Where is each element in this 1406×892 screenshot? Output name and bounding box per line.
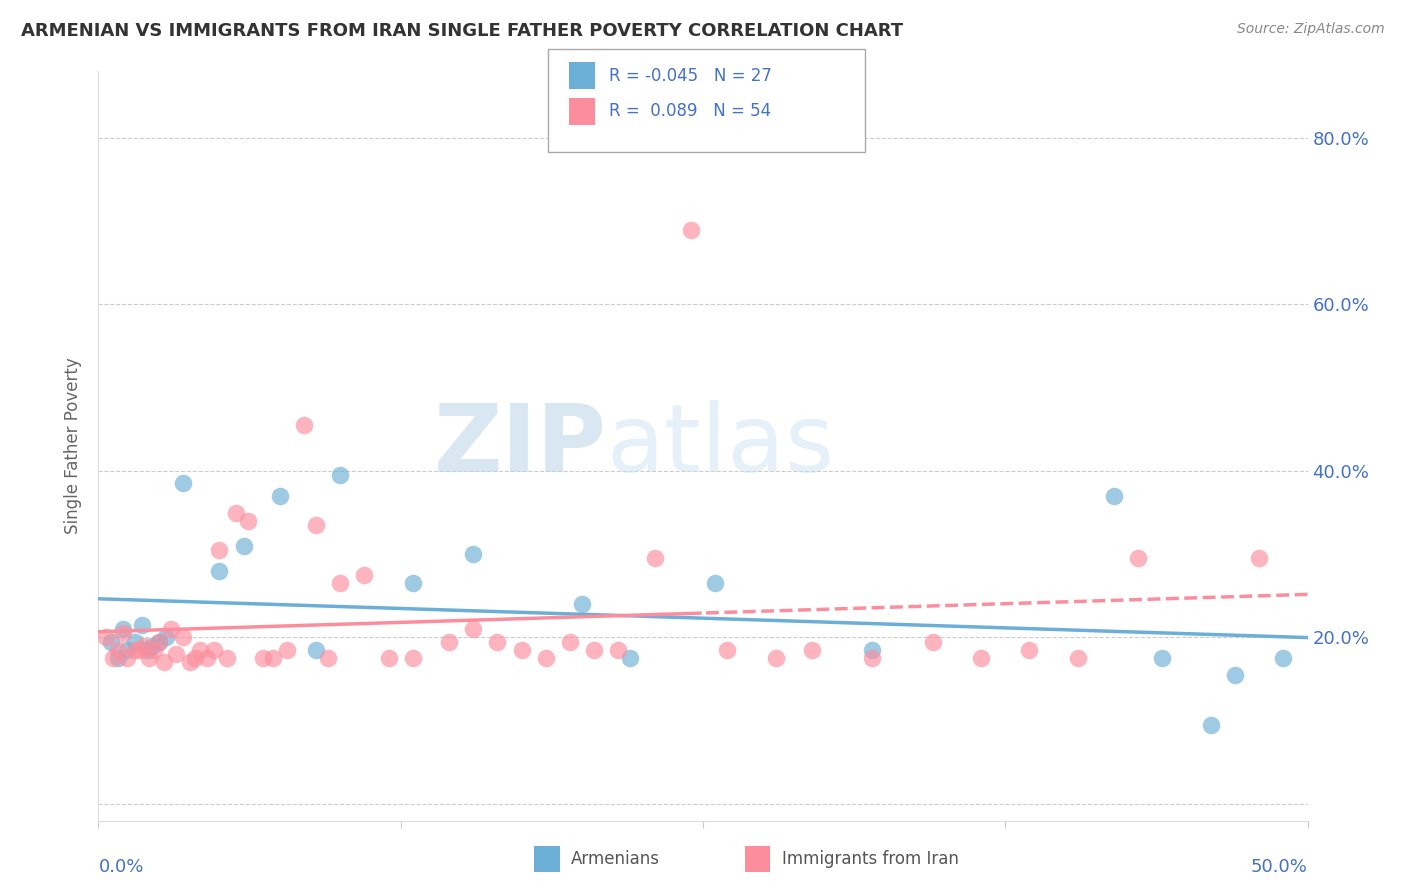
- Point: [252, 651, 274, 665]
- Point: [644, 551, 666, 566]
- Point: [232, 539, 254, 553]
- Point: [437, 634, 460, 648]
- Point: [276, 643, 298, 657]
- Point: [111, 622, 134, 636]
- Point: [208, 543, 231, 558]
- Point: [921, 634, 943, 648]
- Point: [141, 639, 163, 653]
- Point: [172, 476, 194, 491]
- Point: [377, 651, 399, 665]
- Point: [402, 576, 425, 591]
- Point: [402, 651, 425, 665]
- Point: [305, 518, 328, 533]
- Point: [486, 634, 509, 648]
- Point: [152, 656, 174, 670]
- Text: R = -0.045   N = 27: R = -0.045 N = 27: [609, 67, 772, 85]
- Point: [1018, 643, 1040, 657]
- Point: [534, 651, 557, 665]
- Y-axis label: Single Father Poverty: Single Father Poverty: [65, 358, 83, 534]
- Point: [1272, 651, 1295, 665]
- Point: [138, 651, 160, 665]
- Point: [155, 631, 177, 645]
- Point: [704, 576, 727, 591]
- Point: [143, 643, 166, 657]
- Point: [316, 651, 339, 665]
- Point: [619, 651, 641, 665]
- Point: [111, 626, 134, 640]
- Point: [184, 651, 207, 665]
- Point: [135, 643, 157, 657]
- Point: [124, 634, 146, 648]
- Point: [800, 643, 823, 657]
- Text: Armenians: Armenians: [571, 850, 659, 868]
- Point: [165, 647, 187, 661]
- Point: [1199, 718, 1222, 732]
- Point: [679, 222, 702, 236]
- Point: [148, 634, 170, 648]
- Text: 50.0%: 50.0%: [1251, 858, 1308, 876]
- Point: [124, 643, 146, 657]
- Point: [107, 643, 129, 657]
- Point: [225, 506, 247, 520]
- Point: [179, 656, 201, 670]
- Point: [765, 651, 787, 665]
- Point: [1152, 651, 1174, 665]
- Point: [100, 634, 122, 648]
- Point: [1102, 489, 1125, 503]
- Point: [208, 564, 231, 578]
- Point: [1067, 651, 1090, 665]
- Point: [188, 643, 211, 657]
- Point: [860, 651, 883, 665]
- Point: [353, 568, 375, 582]
- Point: [292, 418, 315, 433]
- Point: [131, 618, 153, 632]
- Point: [134, 639, 156, 653]
- Point: [329, 576, 352, 591]
- Text: ARMENIAN VS IMMIGRANTS FROM IRAN SINGLE FATHER POVERTY CORRELATION CHART: ARMENIAN VS IMMIGRANTS FROM IRAN SINGLE …: [21, 22, 903, 40]
- Point: [117, 651, 139, 665]
- Point: [262, 651, 284, 665]
- Point: [101, 651, 124, 665]
- Point: [107, 651, 129, 665]
- Point: [607, 643, 630, 657]
- Point: [305, 643, 328, 657]
- Point: [160, 622, 183, 636]
- Point: [269, 489, 291, 503]
- Text: Source: ZipAtlas.com: Source: ZipAtlas.com: [1237, 22, 1385, 37]
- Point: [510, 643, 533, 657]
- Point: [1128, 551, 1150, 566]
- Point: [204, 643, 226, 657]
- Point: [1249, 551, 1271, 566]
- Point: [215, 651, 238, 665]
- Point: [148, 634, 170, 648]
- Text: 0.0%: 0.0%: [98, 858, 143, 876]
- Text: R =  0.089   N = 54: R = 0.089 N = 54: [609, 103, 770, 120]
- Point: [238, 514, 260, 528]
- Text: atlas: atlas: [606, 400, 835, 492]
- Point: [329, 468, 352, 483]
- Point: [1223, 668, 1246, 682]
- Point: [558, 634, 581, 648]
- Point: [463, 622, 485, 636]
- Point: [716, 643, 738, 657]
- Point: [117, 643, 139, 657]
- Point: [583, 643, 606, 657]
- Point: [571, 597, 593, 611]
- Text: Immigrants from Iran: Immigrants from Iran: [782, 850, 959, 868]
- Point: [970, 651, 993, 665]
- Point: [94, 631, 117, 645]
- Point: [172, 631, 194, 645]
- Point: [128, 643, 150, 657]
- Point: [463, 547, 485, 561]
- Point: [860, 643, 883, 657]
- Text: ZIP: ZIP: [433, 400, 606, 492]
- Point: [195, 651, 218, 665]
